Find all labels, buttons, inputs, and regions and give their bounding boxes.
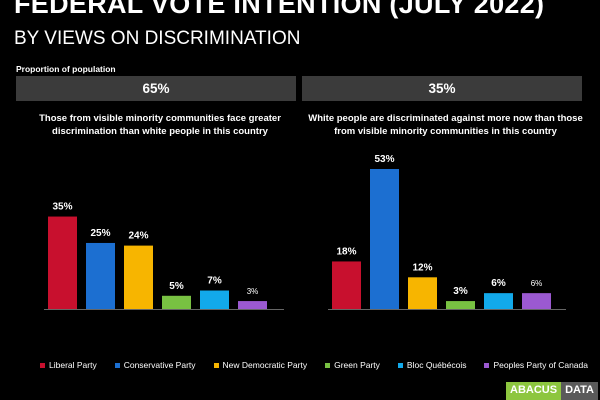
chart-subtitle: BY VIEWS ON DISCRIMINATION <box>14 28 301 49</box>
value-label-new-democratic-party-group-1: 24% <box>128 231 148 242</box>
value-label-liberal-party-group-1: 35% <box>52 202 72 213</box>
legend-item: Bloc Québécois <box>397 360 467 370</box>
legend-item: New Democratic Party <box>213 360 308 370</box>
legend-label: Peoples Party of Canada <box>493 360 588 370</box>
legend-label: Conservative Party <box>123 360 196 370</box>
legend-item: Liberal Party <box>40 360 97 370</box>
bar-green-party-group-2 <box>446 301 475 309</box>
value-label-bloc-qu-b-cois-group-2: 6% <box>491 278 506 289</box>
legend-label: Liberal Party <box>49 360 97 370</box>
proportion-label: Proportion of population <box>16 64 116 74</box>
value-label-conservative-party-group-1: 25% <box>90 228 110 239</box>
bar-peoples-party-of-canada-group-1 <box>238 301 267 309</box>
logo-part1: ABACUS <box>506 382 562 400</box>
legend: Liberal Party Conservative Party New Democ… <box>40 360 600 370</box>
bar-liberal-party-group-1 <box>48 216 77 309</box>
legend-label: New Democratic Party <box>222 360 308 370</box>
bar-conservative-party-group-1 <box>86 242 115 309</box>
legend-label: Green Party <box>334 360 380 370</box>
legend-label: Bloc Québécois <box>406 360 467 370</box>
value-label-conservative-party-group-2: 53% <box>374 154 394 165</box>
value-label-peoples-party-of-canada-group-2: 6% <box>531 279 543 288</box>
value-label-peoples-party-of-canada-group-1: 3% <box>247 287 259 296</box>
bar-new-democratic-party-group-2 <box>408 277 437 309</box>
legend-item: Peoples Party of Canada <box>484 360 588 370</box>
bar-bloc-qu-b-cois-group-1 <box>200 290 229 309</box>
bar-liberal-party-group-2 <box>332 261 361 309</box>
legend-swatch <box>40 362 45 368</box>
value-label-green-party-group-1: 5% <box>169 281 184 292</box>
legend-swatch <box>397 362 403 368</box>
legend-swatch <box>325 362 331 368</box>
abacus-data-logo: ABACUS DATA <box>506 382 598 400</box>
value-label-new-democratic-party-group-2: 12% <box>412 262 432 273</box>
legend-item: Green Party <box>325 360 380 370</box>
group2-share: 35% <box>428 81 456 96</box>
group2-caption: White people are discriminated against m… <box>308 113 583 137</box>
bar-conservative-party-group-2 <box>370 169 399 309</box>
group2-share-bar: 35% <box>302 76 582 101</box>
group1-caption: Those from visible minority communities … <box>39 113 281 137</box>
value-label-bloc-qu-b-cois-group-1: 7% <box>207 276 222 287</box>
bar-peoples-party-of-canada-group-2 <box>522 293 551 309</box>
legend-swatch <box>114 362 120 368</box>
legend-swatch <box>213 362 219 368</box>
value-label-liberal-party-group-2: 18% <box>336 246 356 257</box>
legend-swatch <box>484 362 490 368</box>
bar-bloc-qu-b-cois-group-2 <box>484 293 513 309</box>
value-label-green-party-group-2: 3% <box>453 286 468 297</box>
bar-new-democratic-party-group-1 <box>124 245 153 309</box>
logo-part2: DATA <box>561 382 598 400</box>
chart-title: FEDERAL VOTE INTENTION (JULY 2022) <box>14 0 545 19</box>
group1-share-bar: 65% <box>16 76 296 101</box>
bar-green-party-group-1 <box>162 295 191 309</box>
group1-share: 65% <box>142 81 170 96</box>
legend-item: Conservative Party <box>114 360 196 370</box>
